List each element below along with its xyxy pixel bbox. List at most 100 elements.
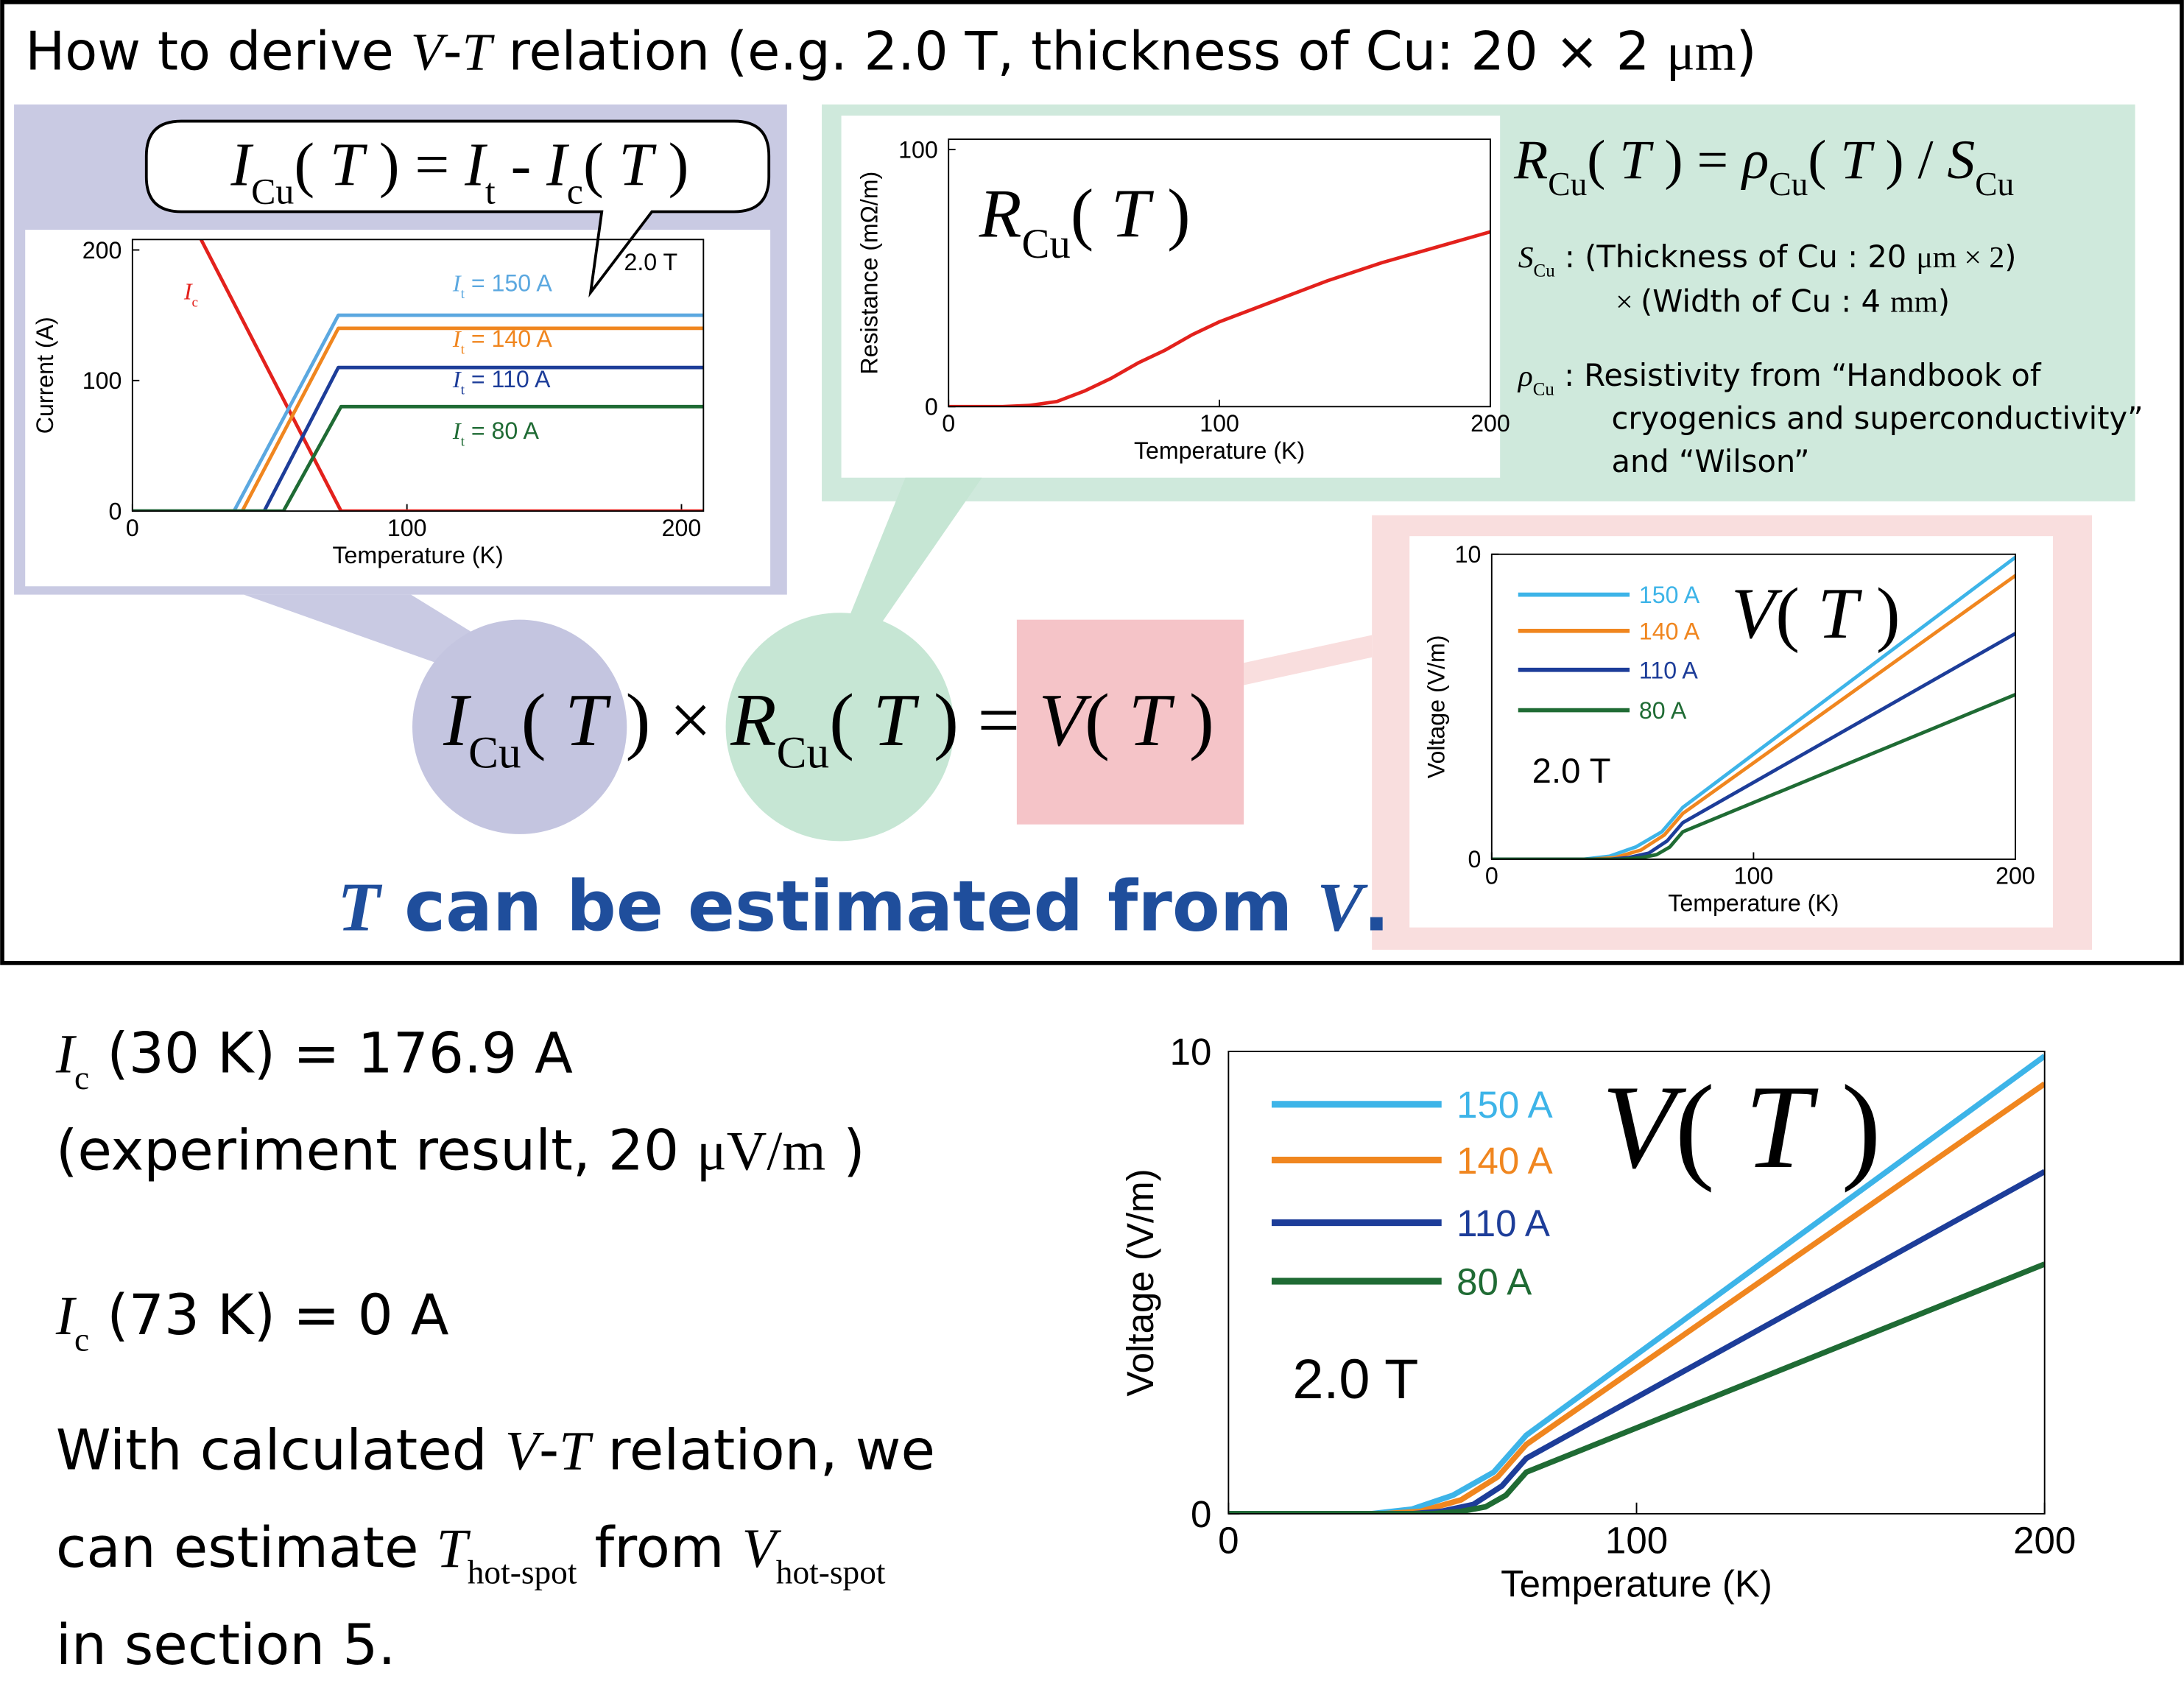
text-run: c xyxy=(192,295,199,310)
y-axis-label: Resistance (mΩ/m) xyxy=(856,172,883,375)
legend-label: It = 150 A xyxy=(452,269,552,302)
text-run: : (Thickness of Cu : 20 xyxy=(1555,239,1917,275)
voltage-chart-box xyxy=(1409,536,2054,928)
note-line: cryogenics and superconductivity” xyxy=(1611,401,2143,437)
annotation: V( T ) xyxy=(1731,574,1900,654)
top-frame xyxy=(0,0,2184,965)
text-run: I xyxy=(452,417,462,444)
y-tick-label: 0 xyxy=(1468,846,1481,873)
text-run: I xyxy=(452,269,462,296)
legend-label: It = 80 A xyxy=(452,417,540,450)
x-tick-label: 100 xyxy=(387,515,427,541)
resistance-circle xyxy=(725,613,954,842)
text-run: Cu xyxy=(468,728,521,778)
note-line: can estimate Thot-spot from Vhot-spot xyxy=(56,1515,886,1591)
x-tick-label: 100 xyxy=(1734,863,1774,889)
text-run: ( xyxy=(1085,679,1129,762)
text-run: t xyxy=(461,382,465,398)
text-run: ( xyxy=(521,679,566,762)
text-run: T xyxy=(1111,176,1155,253)
text-run: t xyxy=(461,342,465,358)
text-run: T xyxy=(1129,679,1175,762)
text-run: I xyxy=(464,131,487,199)
legend-label: 80 A xyxy=(1639,697,1687,724)
text-run: ) xyxy=(653,131,689,199)
text-run: ρ xyxy=(1517,359,1533,392)
text-run: ( xyxy=(1775,574,1817,654)
connector xyxy=(844,477,982,645)
text-run: ) xyxy=(1150,176,1191,253)
page-title: How to derive V-T relation (e.g. 2.0 T, … xyxy=(25,21,1756,82)
series-line xyxy=(132,365,704,512)
series-line xyxy=(132,404,704,512)
text-run: V xyxy=(505,1420,545,1481)
note-line: × (Width of Cu : 4 mm) xyxy=(1616,283,1950,320)
text-run: T xyxy=(565,679,611,762)
text-run: V xyxy=(411,23,448,82)
series-line xyxy=(1491,693,2015,859)
text-run: relation, we xyxy=(590,1417,935,1482)
text-run: T xyxy=(1619,130,1654,191)
x-tick-label: 0 xyxy=(1218,1520,1239,1562)
text-run: . xyxy=(1363,866,1389,947)
series-line xyxy=(1491,632,2015,859)
text-run: T xyxy=(437,1518,471,1579)
legend-label: 80 A xyxy=(1456,1261,1532,1303)
text-run: T xyxy=(873,679,920,762)
text-run: relation (e.g. 2.0 T, thickness of Cu: 2… xyxy=(492,21,1667,82)
legend-label: 140 A xyxy=(1639,618,1700,644)
text-run: T xyxy=(1744,1061,1819,1194)
speech-bubble xyxy=(144,119,771,298)
text-run: : Resistivity from “Handbook of xyxy=(1554,357,2042,393)
text-run: ) = xyxy=(1650,130,1742,191)
text-run: ) xyxy=(1811,1061,1881,1194)
text-run: = 80 A xyxy=(465,417,540,444)
text-run: V xyxy=(1317,869,1368,945)
text-run: Cu xyxy=(1022,221,1071,267)
text-run: t xyxy=(485,172,496,212)
text-run: R xyxy=(1513,130,1548,191)
text-run: Cu xyxy=(1769,166,1808,202)
note-line: in section 5. xyxy=(56,1612,396,1677)
note-line: Ic (73 K) = 0 A xyxy=(55,1283,449,1358)
x-axis-label: Temperature (K) xyxy=(1501,1562,1772,1604)
legend-label: Ic xyxy=(183,278,198,311)
text-run: t xyxy=(461,286,465,302)
y-tick-label: 100 xyxy=(82,367,122,394)
x-axis-label: Temperature (K) xyxy=(1668,890,1839,917)
note-line: (experiment result, 20 μV/m ) xyxy=(56,1118,865,1183)
text-run: I xyxy=(183,278,193,305)
y-tick-label: 100 xyxy=(898,136,938,163)
series-line xyxy=(132,326,704,512)
text-run: in section 5. xyxy=(56,1612,396,1677)
text-run: I xyxy=(443,679,471,762)
text-run: hot-spot xyxy=(776,1554,886,1590)
resistance-chart-box xyxy=(841,115,1501,478)
y-tick-label: 0 xyxy=(925,394,938,420)
series-line xyxy=(948,230,1490,407)
text-run: (73 K) = 0 A xyxy=(89,1283,449,1347)
text-run: Cu xyxy=(1534,261,1556,281)
text-run: Cu xyxy=(777,728,830,778)
text-run: T xyxy=(619,131,657,199)
text-run: T xyxy=(1840,130,1875,191)
text-run: R xyxy=(730,679,776,762)
text-run: ( xyxy=(294,131,330,199)
text-run: ) xyxy=(825,1118,865,1183)
text-run: × xyxy=(1616,285,1641,319)
text-run: c xyxy=(74,1322,89,1358)
text-run: t xyxy=(461,434,465,449)
text-run: V xyxy=(1731,574,1783,654)
legend-label: 150 A xyxy=(1456,1084,1553,1126)
formula: ICu( T ) = It - Ic( T ) xyxy=(230,131,688,212)
x-tick-label: 100 xyxy=(1605,1520,1668,1562)
text-run: R xyxy=(979,176,1022,253)
text-run: V xyxy=(1039,679,1093,762)
text-run: ( xyxy=(583,131,619,199)
legend-label: It = 140 A xyxy=(452,325,552,358)
voltage-square xyxy=(1016,619,1244,825)
text-run: can be estimated from xyxy=(380,866,1317,947)
series-line xyxy=(1228,1054,2045,1514)
note-line: SCu : (Thickness of Cu : 20 μm × 2) xyxy=(1518,239,2017,281)
